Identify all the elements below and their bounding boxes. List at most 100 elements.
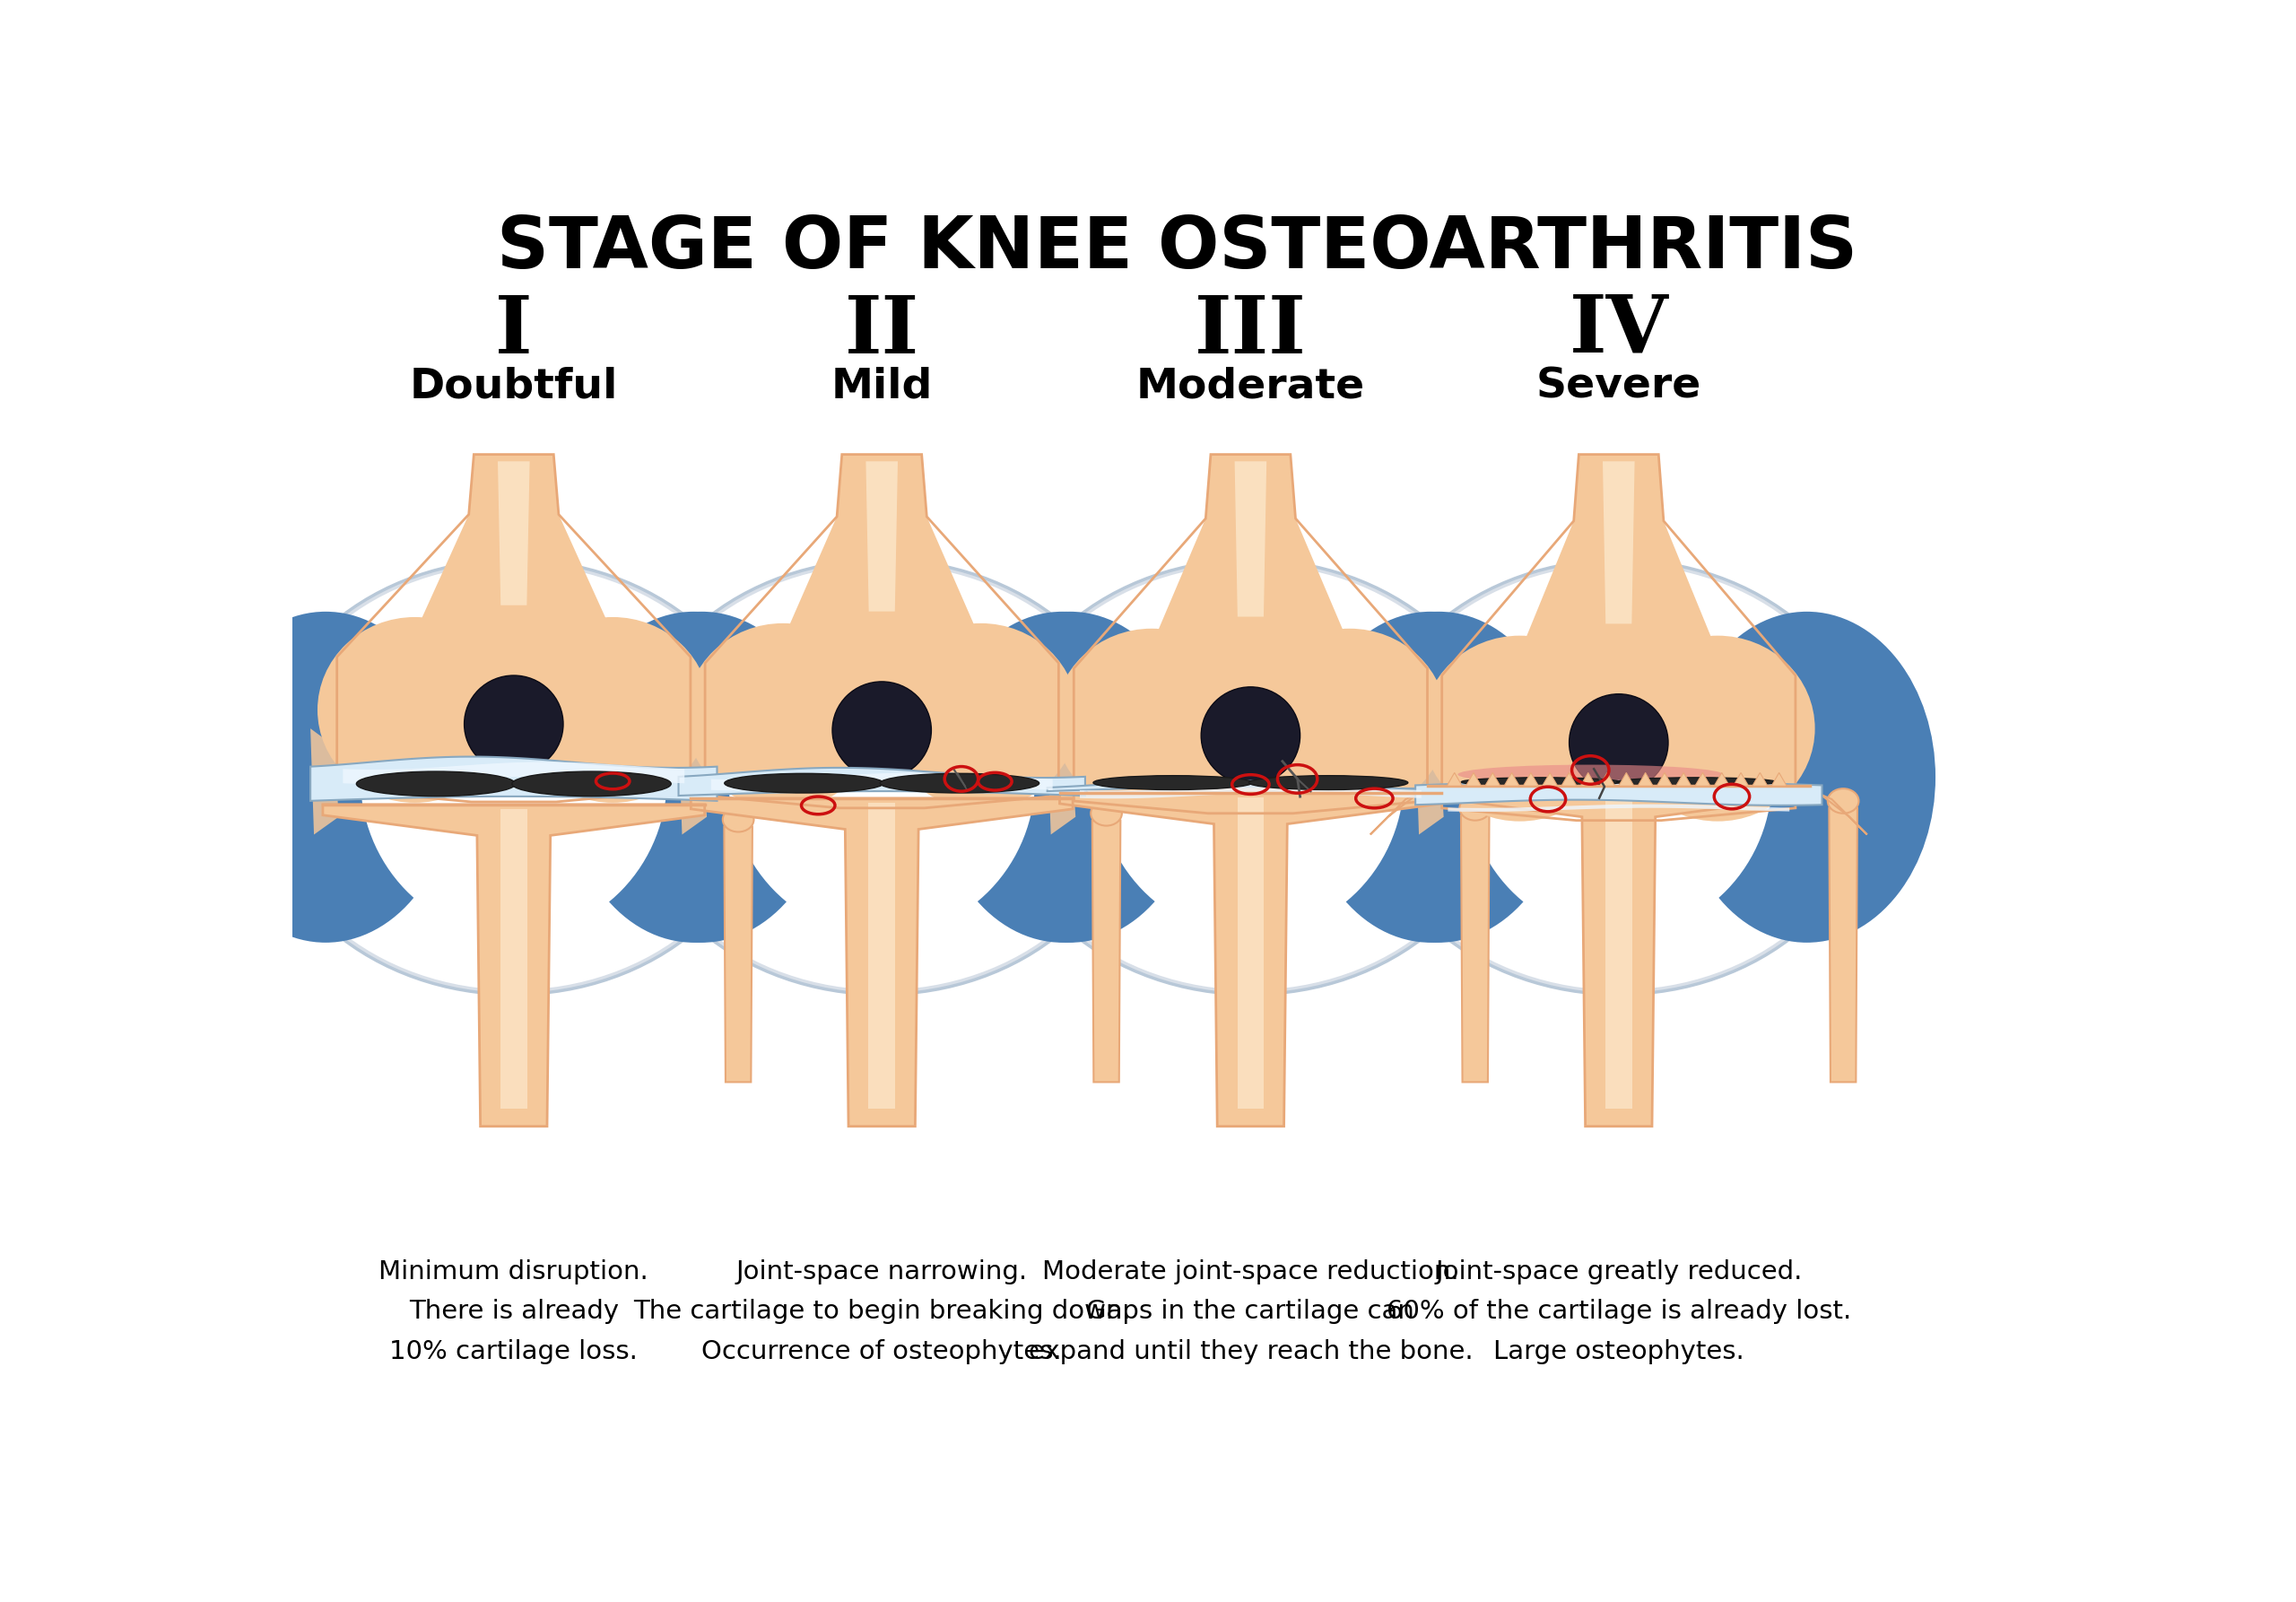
Polygon shape <box>1715 772 1729 787</box>
Ellipse shape <box>627 559 1139 995</box>
Ellipse shape <box>999 564 1502 990</box>
Ellipse shape <box>1201 687 1300 783</box>
Ellipse shape <box>879 774 1040 793</box>
Ellipse shape <box>1616 777 1777 787</box>
Polygon shape <box>868 803 895 1109</box>
Polygon shape <box>866 461 898 612</box>
Text: Mild: Mild <box>831 367 932 407</box>
Polygon shape <box>1752 772 1768 787</box>
Polygon shape <box>1153 650 1350 791</box>
Text: III: III <box>1194 292 1306 370</box>
Ellipse shape <box>994 559 1506 995</box>
Polygon shape <box>1658 772 1671 787</box>
Ellipse shape <box>197 612 455 942</box>
Ellipse shape <box>1828 788 1860 814</box>
Ellipse shape <box>517 617 709 803</box>
Polygon shape <box>1543 772 1557 787</box>
Ellipse shape <box>1568 694 1669 791</box>
Ellipse shape <box>464 676 563 772</box>
Polygon shape <box>1694 772 1711 787</box>
Polygon shape <box>342 763 684 783</box>
Text: STAGE OF KNEE OSTEOARTHRITIS: STAGE OF KNEE OSTEOARTHRITIS <box>496 213 1857 284</box>
Polygon shape <box>1238 798 1263 1109</box>
Polygon shape <box>1047 729 1075 835</box>
Ellipse shape <box>512 772 670 796</box>
Polygon shape <box>1522 772 1538 787</box>
Polygon shape <box>416 639 613 780</box>
Ellipse shape <box>1311 612 1568 942</box>
Polygon shape <box>1522 455 1715 729</box>
Polygon shape <box>785 455 978 716</box>
Ellipse shape <box>728 618 1035 936</box>
Ellipse shape <box>1251 628 1446 814</box>
Ellipse shape <box>884 623 1079 809</box>
Ellipse shape <box>262 564 765 990</box>
Ellipse shape <box>1621 636 1814 822</box>
Polygon shape <box>1800 787 1867 835</box>
Polygon shape <box>310 756 716 801</box>
Text: Doubtful: Doubtful <box>409 367 618 407</box>
Ellipse shape <box>1362 559 1876 995</box>
Ellipse shape <box>1249 775 1407 790</box>
Text: Severe: Severe <box>1536 367 1701 407</box>
Polygon shape <box>498 461 530 606</box>
Text: Joint-space narrowing.
The cartilage to begin breaking down.
Occurrence of osteo: Joint-space narrowing. The cartilage to … <box>634 1259 1130 1365</box>
Ellipse shape <box>934 612 1192 942</box>
Ellipse shape <box>1460 796 1490 820</box>
Polygon shape <box>1235 461 1267 617</box>
Polygon shape <box>1460 815 1490 1081</box>
Polygon shape <box>1504 772 1520 787</box>
Polygon shape <box>1603 461 1635 623</box>
Polygon shape <box>1414 729 1444 835</box>
Polygon shape <box>1637 772 1653 787</box>
Text: IV: IV <box>1568 292 1669 370</box>
Ellipse shape <box>1097 618 1405 936</box>
Polygon shape <box>1047 780 1453 791</box>
Polygon shape <box>1155 455 1345 721</box>
Ellipse shape <box>1460 777 1621 787</box>
Ellipse shape <box>317 617 512 803</box>
Polygon shape <box>1600 772 1614 787</box>
Polygon shape <box>783 646 980 787</box>
Text: II: II <box>845 292 918 370</box>
Polygon shape <box>1414 780 1823 806</box>
Polygon shape <box>324 804 705 1126</box>
Ellipse shape <box>687 623 879 809</box>
Polygon shape <box>1619 772 1635 787</box>
Ellipse shape <box>360 618 668 936</box>
Polygon shape <box>1561 772 1577 787</box>
Polygon shape <box>1830 807 1857 1081</box>
Ellipse shape <box>356 772 517 796</box>
Text: Minimum disruption.
There is already
10% cartilage loss.: Minimum disruption. There is already 10%… <box>379 1259 647 1365</box>
Ellipse shape <box>1368 564 1869 990</box>
Polygon shape <box>418 455 608 710</box>
Ellipse shape <box>1054 628 1249 814</box>
Polygon shape <box>1079 785 1421 798</box>
Ellipse shape <box>574 612 831 942</box>
Ellipse shape <box>257 559 769 995</box>
Text: I: I <box>496 292 533 370</box>
Polygon shape <box>1733 772 1750 787</box>
Ellipse shape <box>726 774 884 793</box>
Polygon shape <box>1428 787 1809 1126</box>
Polygon shape <box>1605 790 1632 1109</box>
Ellipse shape <box>723 807 753 831</box>
Polygon shape <box>1371 787 1437 835</box>
Ellipse shape <box>1424 636 1616 822</box>
Ellipse shape <box>941 612 1199 942</box>
Polygon shape <box>723 827 753 1081</box>
Ellipse shape <box>631 564 1132 990</box>
Polygon shape <box>680 729 707 835</box>
Polygon shape <box>1093 820 1120 1081</box>
Polygon shape <box>1773 772 1786 787</box>
Polygon shape <box>1486 772 1499 787</box>
Polygon shape <box>1465 772 1481 787</box>
Polygon shape <box>1580 772 1596 787</box>
Ellipse shape <box>833 681 932 779</box>
Polygon shape <box>1446 772 1463 787</box>
Ellipse shape <box>1091 801 1123 825</box>
Polygon shape <box>1520 658 1717 799</box>
Text: Moderate joint-space reduction.
Gaps in the cartilage can
expand until they reac: Moderate joint-space reduction. Gaps in … <box>1029 1259 1472 1365</box>
Polygon shape <box>1676 772 1692 787</box>
Polygon shape <box>712 772 1052 791</box>
